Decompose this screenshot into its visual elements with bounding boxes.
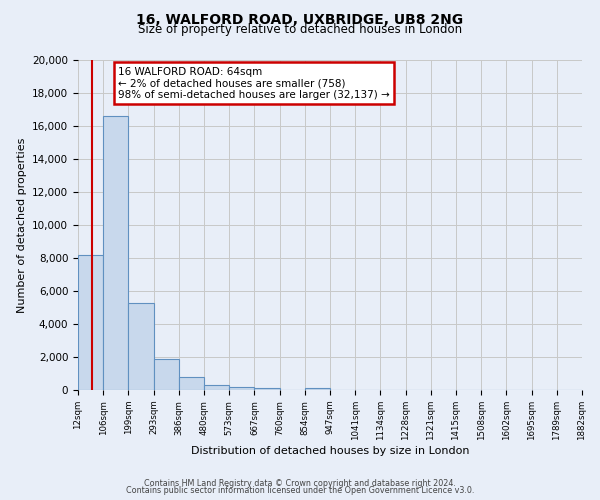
Bar — [305, 388, 330, 390]
Bar — [204, 385, 229, 390]
Text: 16 WALFORD ROAD: 64sqm
← 2% of detached houses are smaller (758)
98% of semi-det: 16 WALFORD ROAD: 64sqm ← 2% of detached … — [118, 66, 390, 100]
Text: Contains HM Land Registry data © Crown copyright and database right 2024.: Contains HM Land Registry data © Crown c… — [144, 478, 456, 488]
Y-axis label: Number of detached properties: Number of detached properties — [17, 138, 26, 312]
Bar — [229, 387, 254, 390]
Bar — [128, 302, 154, 390]
Bar — [179, 377, 204, 390]
Text: 16, WALFORD ROAD, UXBRIDGE, UB8 2NG: 16, WALFORD ROAD, UXBRIDGE, UB8 2NG — [136, 12, 464, 26]
Bar — [103, 116, 128, 390]
X-axis label: Distribution of detached houses by size in London: Distribution of detached houses by size … — [191, 446, 469, 456]
Bar — [254, 388, 280, 390]
Text: Size of property relative to detached houses in London: Size of property relative to detached ho… — [138, 22, 462, 36]
Bar — [154, 360, 179, 390]
Bar — [78, 254, 103, 390]
Text: Contains public sector information licensed under the Open Government Licence v3: Contains public sector information licen… — [126, 486, 474, 495]
